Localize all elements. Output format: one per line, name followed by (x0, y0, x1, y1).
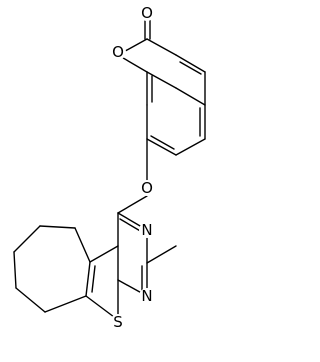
bond (74, 227, 91, 263)
bond (89, 245, 119, 263)
bond (175, 54, 206, 73)
atom-background (139, 5, 155, 21)
bond (150, 135, 175, 150)
bond (15, 287, 46, 313)
atom-background (139, 180, 155, 196)
bond (85, 295, 119, 321)
page: {"atoms": ["O", "O", "O", "N", "N", "S"]… (13, 4, 206, 331)
bond (146, 38, 177, 56)
structure: O O O N N S (13, 4, 206, 331)
bond (85, 261, 91, 297)
bond (146, 71, 177, 89)
bond (91, 265, 96, 293)
atom-label: O (141, 4, 153, 22)
bond (179, 61, 202, 75)
atom-label: O (141, 179, 153, 197)
bond (13, 251, 17, 289)
bond (175, 87, 206, 106)
atom-background (139, 288, 155, 304)
bond (117, 195, 148, 214)
atom-label: N (141, 287, 152, 305)
atom-background (139, 222, 155, 238)
atom-background (110, 314, 126, 330)
bond (44, 295, 87, 313)
atom-label: S (113, 313, 123, 331)
bond (119, 218, 143, 233)
atom-background (110, 44, 126, 60)
atom-label: N (141, 221, 152, 239)
bond (146, 138, 177, 156)
atom-label: O (112, 43, 124, 61)
bonds (13, 19, 206, 321)
bond (146, 245, 177, 264)
bond (175, 138, 206, 156)
bond (39, 225, 76, 229)
bond (13, 225, 41, 253)
